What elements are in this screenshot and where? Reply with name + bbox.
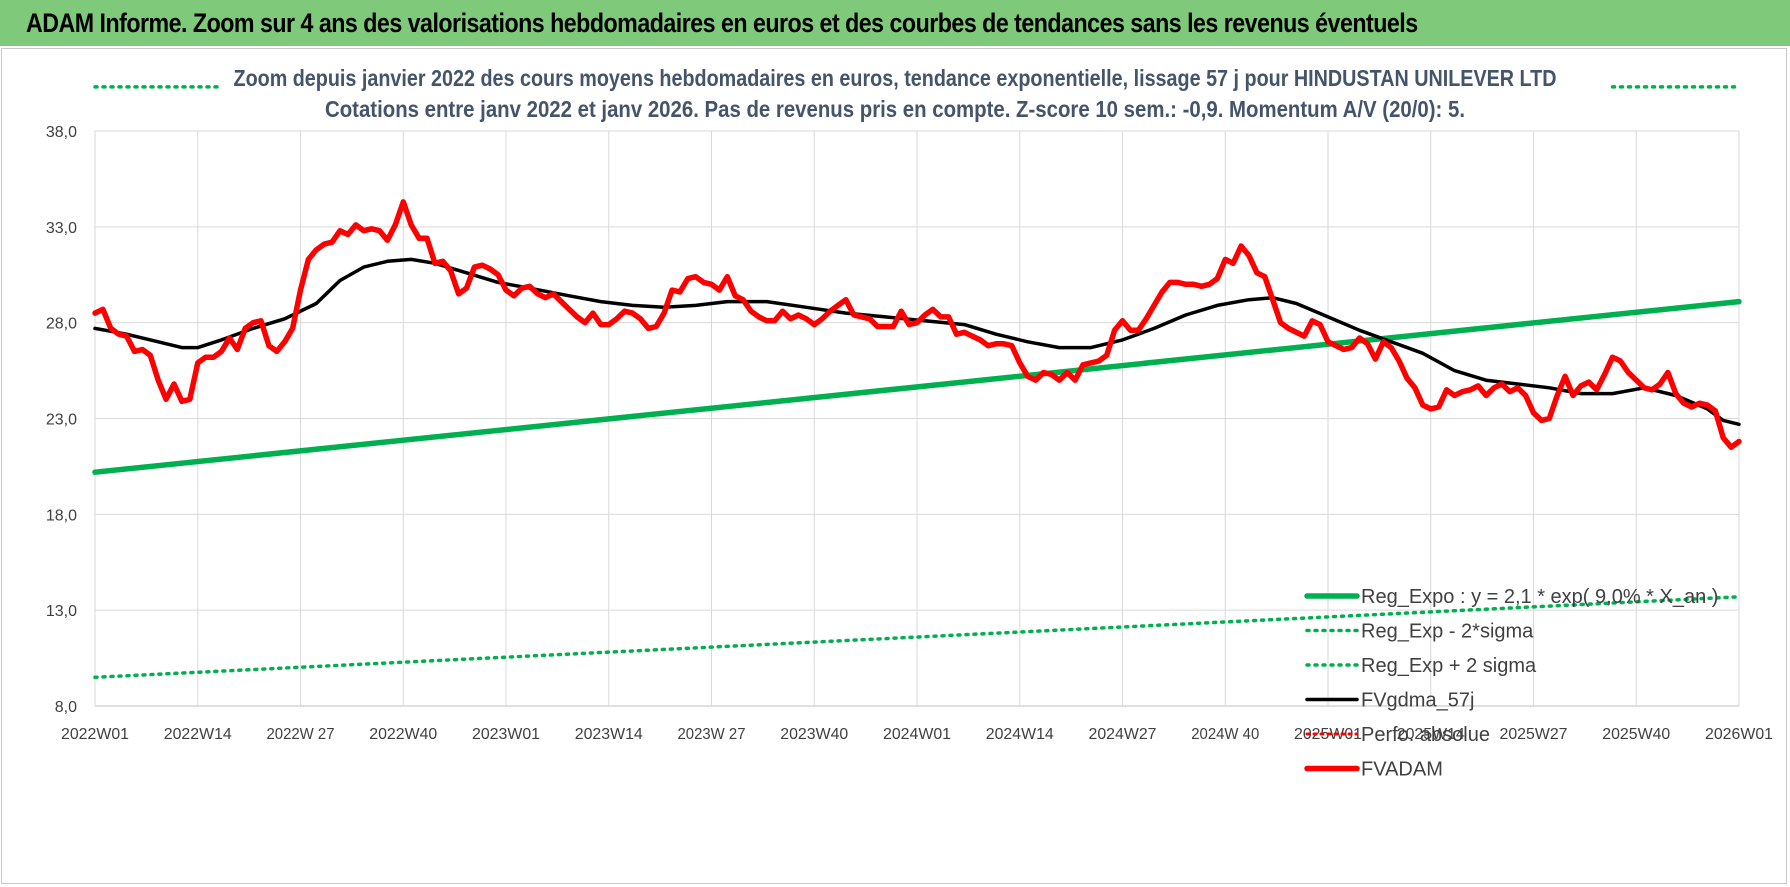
y-tick-label: 23,0 — [46, 412, 77, 429]
chart-subtitle: Cotations entre janv 2022 et janv 2026. … — [325, 96, 1465, 122]
x-tick-label: 2022W40 — [369, 726, 437, 743]
x-tick-label: 2024W01 — [883, 726, 951, 743]
series — [92, 85, 1742, 680]
x-tick-label: 2026W01 — [1705, 726, 1773, 743]
x-tick-label: 2022W 27 — [267, 726, 335, 743]
legend-label: Reg_Expo : y = 2,1 * exp( 9,0% * X_an ) — [1361, 586, 1718, 608]
axes: 8,0 13,0 18,0 23,0 28,0 33,0 38,0 2022W01 2022W1… — [46, 124, 1773, 743]
x-tick-label: 2025W14 — [1397, 726, 1465, 743]
x-tick-label: 2024W14 — [986, 726, 1054, 743]
series-line — [93, 595, 1741, 680]
series-line — [92, 298, 1742, 475]
series-line — [92, 199, 1742, 451]
legend: Reg_Expo : y = 2,1 * exp( 9,0% * X_an ) R… — [1304, 586, 1718, 781]
legend-label: FVADAM — [1361, 759, 1443, 781]
y-tick-label: 18,0 — [46, 507, 77, 524]
x-tick-label: 2022W14 — [164, 726, 232, 743]
line-chart: 8,0 13,0 18,0 23,0 28,0 33,0 38,0 2022W01 2022W1… — [46, 65, 1773, 781]
x-tick-label: 2024W27 — [1089, 726, 1157, 743]
x-tick-label: 2023W14 — [575, 726, 643, 743]
x-tick-label: 2025W27 — [1500, 726, 1568, 743]
x-tick-label: 2024W 40 — [1191, 726, 1259, 743]
x-tick-label: 2025W40 — [1602, 726, 1670, 743]
report-title: ADAM Informe. Zoom sur 4 ans des valoris… — [26, 8, 1418, 38]
y-tick-label: 38,0 — [46, 124, 77, 141]
legend-label: Reg_Exp + 2 sigma — [1361, 655, 1537, 677]
y-tick-label: 8,0 — [55, 699, 77, 716]
x-tick-label: 2023W01 — [472, 726, 540, 743]
chart-area: 8,0 13,0 18,0 23,0 28,0 33,0 38,0 2022W01 2022W1… — [1, 48, 1787, 884]
series-line — [93, 257, 1741, 427]
x-tick-label: 2023W40 — [780, 726, 848, 743]
y-tick-label: 13,0 — [46, 603, 77, 620]
legend-label: FVgdma_57j — [1361, 690, 1474, 712]
x-tick-label: 2022W01 — [61, 726, 129, 743]
header-bar: ADAM Informe. Zoom sur 4 ans des valoris… — [0, 0, 1790, 48]
y-tick-label: 28,0 — [46, 316, 77, 333]
legend-label: Reg_Exp - 2*sigma — [1361, 621, 1534, 643]
y-tick-label: 33,0 — [46, 220, 77, 237]
chart-title: Zoom depuis janvier 2022 des cours moyen… — [234, 65, 1557, 91]
x-tick-label: 2023W 27 — [678, 726, 746, 743]
legend-label: Perfo. absolue — [1361, 724, 1490, 746]
